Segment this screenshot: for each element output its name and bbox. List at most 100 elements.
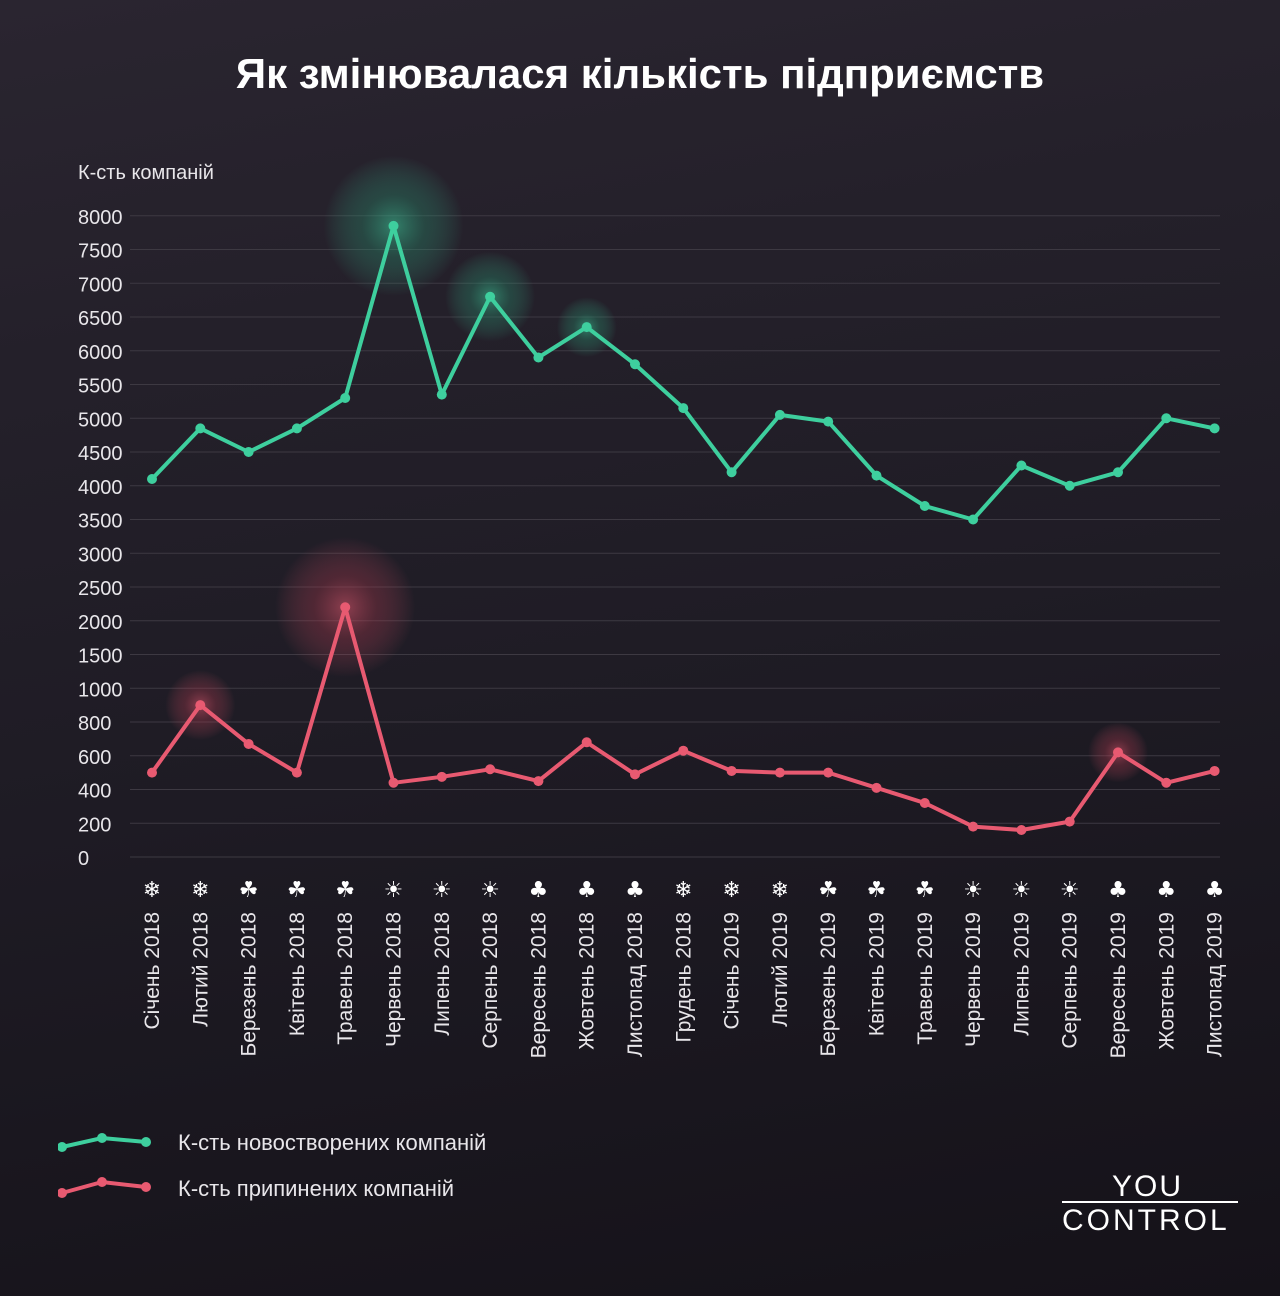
- snowflake-icon: ❄: [722, 878, 740, 903]
- flower-icon: ☘: [915, 878, 935, 903]
- data-point-closed: [630, 769, 640, 780]
- data-point-new: [388, 220, 399, 231]
- data-point-closed: [291, 767, 302, 778]
- data-point-new: [243, 447, 254, 457]
- y-axis-ticks: 8000750070006500600055005000450040003500…: [78, 207, 123, 870]
- data-point-new: [630, 359, 640, 370]
- data-point-new: [1064, 480, 1075, 491]
- x-tick-label: Травень 2019: [914, 912, 937, 1045]
- data-point-new: [1113, 467, 1123, 478]
- y-tick-label: 8000: [78, 207, 123, 229]
- data-point-new: [581, 322, 592, 333]
- snowflake-icon: ❄: [143, 878, 161, 903]
- x-tick-label: Квітень 2018: [286, 912, 309, 1036]
- data-point-new: [774, 409, 785, 420]
- y-tick-label: 0: [78, 848, 89, 870]
- flower-icon: ☘: [818, 878, 838, 903]
- data-point-closed: [340, 602, 351, 613]
- data-point-closed: [388, 777, 399, 788]
- x-tick-label: Серпень 2019: [1059, 912, 1082, 1049]
- leaf-icon: ♣: [625, 878, 645, 903]
- logo-line1: YOU: [1112, 1170, 1184, 1203]
- y-tick-label: 800: [78, 713, 111, 735]
- leaf-icon: ♣: [1156, 878, 1176, 903]
- x-tick-label: Вересень 2019: [1107, 912, 1130, 1058]
- y-tick-label: 7500: [78, 241, 123, 263]
- chart-title: Як змінювалася кількість підприємств: [235, 50, 1045, 97]
- y-tick-label: 4000: [78, 477, 123, 499]
- x-tick-label: Квітень 2019: [866, 912, 889, 1036]
- y-tick-label: 200: [78, 814, 111, 836]
- y-tick-label: 2000: [78, 612, 123, 634]
- grid-lines: [130, 215, 1220, 858]
- line-chart: 8000750070006500600055005000450040003500…: [78, 155, 1227, 1058]
- data-point-new: [823, 416, 834, 427]
- flower-icon: ☘: [867, 878, 887, 903]
- data-point-new: [968, 514, 979, 525]
- snowflake-icon: ❄: [771, 878, 789, 903]
- logo-line2: CONTROL: [1062, 1204, 1230, 1237]
- x-tick-label: Серпень 2018: [479, 912, 502, 1049]
- data-point-closed: [1113, 747, 1123, 758]
- sun-icon: ☀: [1012, 878, 1032, 903]
- legend-line-green: [58, 1133, 151, 1152]
- snowflake-icon: ❄: [674, 878, 692, 903]
- x-tick-label: Листопад 2019: [1204, 912, 1227, 1057]
- data-point-closed: [968, 821, 979, 832]
- data-point-new: [147, 474, 157, 484]
- leaf-icon: ♣: [529, 878, 549, 903]
- y-tick-label: 5000: [78, 409, 123, 431]
- sun-icon: ☀: [384, 878, 404, 903]
- y-tick-label: 7000: [78, 274, 123, 296]
- data-point-closed: [581, 737, 592, 748]
- leaf-icon: ♣: [1108, 878, 1128, 903]
- x-tick-label: Травень 2018: [334, 912, 357, 1045]
- legend-label-new: К-сть новостворених компаній: [178, 1130, 487, 1155]
- data-point-closed: [1209, 765, 1220, 776]
- y-tick-label: 600: [78, 747, 111, 769]
- x-tick-label: Листопад 2018: [624, 912, 647, 1057]
- y-tick-label: 400: [78, 781, 111, 803]
- data-point-new: [436, 389, 447, 400]
- y-tick-label: 2500: [78, 578, 123, 600]
- series-line-new: [150, 223, 1216, 522]
- x-axis-labels: Січень 2018 Лютий 2018 Березень 2018 Квітен…: [141, 912, 1227, 1058]
- legend-label-closed: К-сть припинених компаній: [178, 1176, 455, 1201]
- x-tick-label: Вересень 2018: [527, 912, 550, 1058]
- x-tick-label: Червень 2019: [962, 912, 985, 1047]
- y-tick-label: 1000: [78, 679, 123, 701]
- data-point-new: [726, 467, 737, 478]
- data-point-new: [871, 470, 882, 481]
- sun-icon: ☀: [1060, 878, 1080, 903]
- leaf-icon: ♣: [577, 878, 597, 903]
- data-point-new: [1209, 423, 1220, 434]
- data-point-new: [533, 352, 544, 363]
- sun-icon: ☀: [963, 878, 983, 903]
- data-point-closed: [919, 798, 930, 808]
- data-point-closed: [871, 782, 882, 793]
- x-tick-label: Березень 2019: [817, 912, 840, 1057]
- x-tick-label: Березень 2018: [238, 912, 261, 1057]
- data-point-new: [678, 403, 689, 414]
- data-point-closed: [436, 771, 447, 782]
- data-point-closed: [1016, 825, 1027, 835]
- x-tick-label: Жовтень 2019: [1155, 912, 1178, 1050]
- data-point-closed: [726, 765, 737, 776]
- x-tick-label: Липень 2019: [1010, 912, 1033, 1036]
- leaf-icon: ♣: [1205, 878, 1225, 903]
- data-point-new: [291, 423, 302, 434]
- series-lines: [147, 220, 1220, 835]
- data-point-new: [1016, 460, 1027, 471]
- data-point-new: [919, 501, 930, 511]
- data-point-closed: [195, 700, 206, 711]
- x-tick-label: Лютий 2019: [769, 912, 792, 1027]
- data-point-closed: [243, 738, 254, 749]
- data-point-closed: [1161, 777, 1172, 788]
- data-point-closed: [533, 776, 544, 787]
- y-tick-label: 4500: [78, 443, 123, 465]
- data-point-closed: [774, 767, 785, 778]
- season-icons: ❄ ❄ ☘ ☘ ☘ ☀ ☀ ☀ ♣ ♣ ♣ ❄ ❄ ❄ ☘ ☘ ☘ ☀ ☀ ☀ ♣ ♣ ♣: [143, 878, 1225, 903]
- y-tick-label: 3000: [78, 544, 123, 566]
- x-tick-label: Жовтень 2018: [576, 912, 599, 1050]
- y-tick-label: 5500: [78, 376, 123, 398]
